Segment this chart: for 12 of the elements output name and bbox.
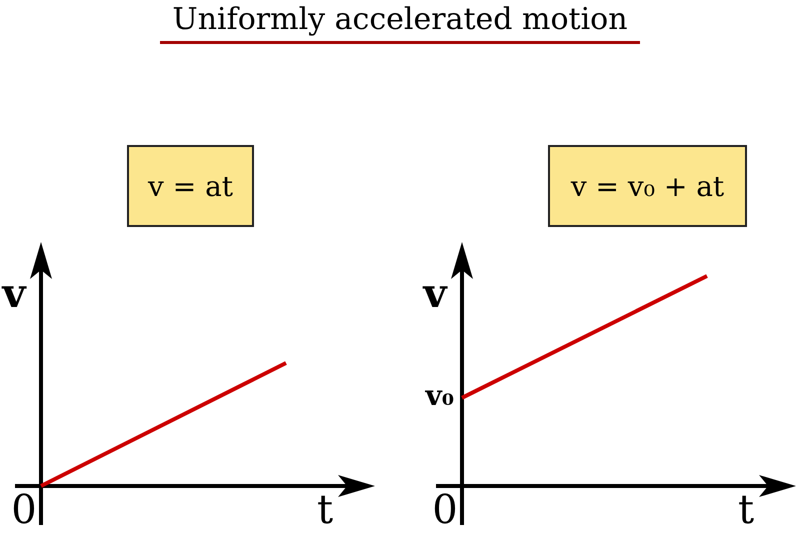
formula-box: v = at	[127, 145, 254, 227]
x-axis-title: t	[738, 487, 754, 533]
y-axis-title: v	[422, 270, 448, 317]
text: 0	[432, 487, 458, 533]
chart-title: Uniformly accelerated motion	[172, 2, 628, 37]
text: 0	[11, 487, 37, 533]
formula-box: v = v₀ + at	[548, 145, 747, 227]
annotation: v₀	[424, 378, 454, 412]
x-axis-title: t	[316, 487, 334, 533]
chart-subtitle: v = at	[148, 170, 234, 202]
chart-subtitle: v = v₀ + at	[570, 170, 724, 202]
y-axis-title: v	[1, 270, 28, 317]
